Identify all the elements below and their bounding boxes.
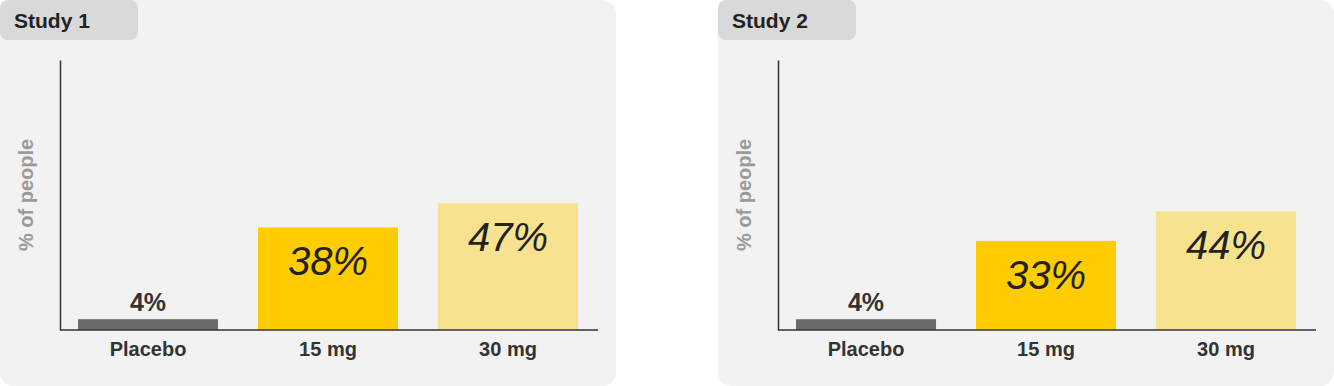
x-axis: Placebo 15 mg 30 mg bbox=[60, 330, 598, 360]
data-label: 47% bbox=[468, 215, 548, 259]
bar bbox=[976, 241, 1116, 330]
panel-background bbox=[0, 0, 616, 386]
data-label: 33% bbox=[1006, 253, 1086, 297]
y-axis-line bbox=[778, 61, 780, 331]
x-tick-label: 15 mg bbox=[299, 338, 357, 360]
bar bbox=[78, 319, 218, 330]
y-axis bbox=[778, 61, 779, 331]
x-tick: 30 mg bbox=[1197, 338, 1255, 360]
bar bbox=[438, 203, 578, 330]
x-tick-label: 30 mg bbox=[479, 338, 537, 360]
x-tick-label: 15 mg bbox=[1017, 338, 1075, 360]
x-tick: Placebo bbox=[110, 338, 187, 360]
chart-panel: Study 1 Placebo 15 mg 30 mg % of people 4% 38%… bbox=[0, 0, 616, 386]
title-tab bbox=[0, 0, 138, 40]
x-tick-label: Placebo bbox=[828, 338, 905, 360]
data-label: 4% bbox=[130, 288, 166, 316]
y-axis-title: % of people bbox=[733, 139, 755, 251]
x-tick-label: 30 mg bbox=[1197, 338, 1255, 360]
x-tick: 30 mg bbox=[479, 338, 537, 360]
y-axis-title: % of people bbox=[15, 139, 37, 251]
bar bbox=[258, 227, 398, 330]
chart-canvas: Study 1 Placebo 15 mg 30 mg % of people 4% 38%… bbox=[0, 0, 1334, 386]
chart-title: Study 2 bbox=[732, 9, 808, 32]
bar bbox=[796, 319, 936, 330]
title-tab bbox=[718, 0, 856, 40]
chart-title: Study 1 bbox=[14, 9, 90, 32]
y-axis-line bbox=[60, 61, 62, 331]
data-label: 44% bbox=[1186, 223, 1266, 267]
bars bbox=[78, 203, 578, 330]
data-label: 38% bbox=[288, 239, 368, 283]
chart-panel: Study 2 Placebo 15 mg 30 mg % of people 4% 33%… bbox=[718, 0, 1334, 386]
bars bbox=[796, 211, 1296, 330]
x-tick: 15 mg bbox=[299, 338, 357, 360]
data-label: 4% bbox=[848, 288, 884, 316]
x-tick: 15 mg bbox=[1017, 338, 1075, 360]
bar bbox=[1156, 211, 1296, 330]
x-tick-label: Placebo bbox=[110, 338, 187, 360]
x-axis-line bbox=[778, 329, 1316, 331]
x-axis-line bbox=[60, 329, 598, 331]
panel-background bbox=[718, 0, 1334, 386]
x-tick: Placebo bbox=[828, 338, 905, 360]
x-axis: Placebo 15 mg 30 mg bbox=[778, 330, 1316, 360]
y-axis bbox=[60, 61, 61, 331]
